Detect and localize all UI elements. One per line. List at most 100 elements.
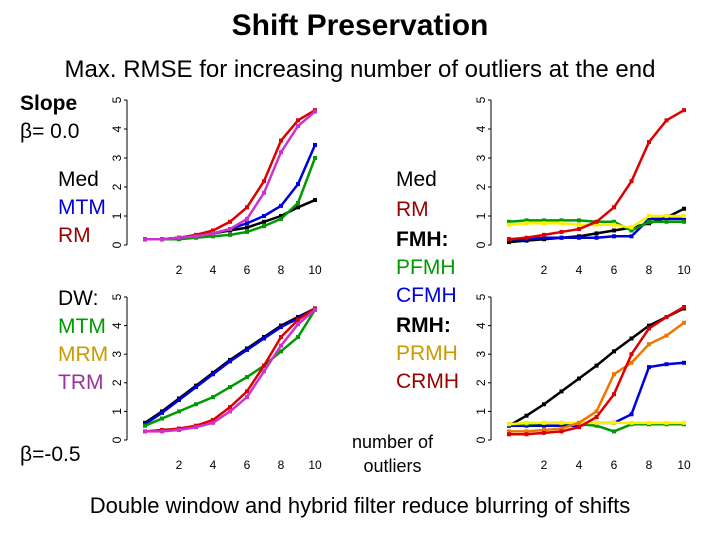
data-point <box>559 423 564 428</box>
data-point <box>245 229 249 234</box>
data-point <box>279 150 283 155</box>
data-point <box>577 376 581 381</box>
data-point <box>664 219 669 224</box>
x-tick-label: 6 <box>244 263 251 277</box>
page-title: Shift Preservation <box>231 9 489 42</box>
x-tick-label: 2 <box>176 263 183 277</box>
data-point <box>211 420 215 425</box>
data-point <box>262 219 266 224</box>
data-point <box>612 372 616 377</box>
data-point <box>143 423 147 428</box>
data-point <box>612 349 616 354</box>
data-point <box>211 417 215 422</box>
data-point <box>542 423 546 428</box>
x-tick-label: 6 <box>611 263 618 277</box>
series-line <box>507 320 686 434</box>
data-point <box>296 317 300 322</box>
data-point <box>664 333 669 338</box>
x-tick-label: 4 <box>576 263 583 277</box>
data-point <box>542 235 546 240</box>
data-point <box>262 336 266 341</box>
data-point <box>245 389 249 394</box>
series-path <box>145 157 317 241</box>
data-point <box>647 216 651 221</box>
x-tick-label: 8 <box>278 263 285 277</box>
data-point <box>647 140 651 145</box>
data-point <box>629 228 634 233</box>
x-tick-label: 4 <box>210 458 217 472</box>
mid-label-pfmh: PFMH <box>396 256 456 279</box>
slope-value-bottom: β=-0.5 <box>20 443 81 466</box>
y-tick-label: 2 <box>474 183 488 190</box>
data-point <box>211 228 215 233</box>
footer-caption: Double window and hybrid filter reduce b… <box>89 493 631 518</box>
series-line <box>507 305 686 437</box>
x-tick-label: 8 <box>278 458 285 472</box>
data-point <box>559 235 564 240</box>
mid-label-crmh: CRMH <box>396 370 459 393</box>
data-point <box>262 369 266 374</box>
data-point <box>682 216 686 221</box>
chart-bottom-right: 0 1 2 3 4 5 2 4 6 8 10 <box>474 293 691 472</box>
mid-label-rm: RM <box>396 198 429 221</box>
data-point <box>612 222 616 227</box>
data-point <box>577 218 581 223</box>
data-point <box>542 232 546 237</box>
data-point <box>245 205 249 210</box>
data-point <box>647 219 651 224</box>
data-point <box>682 214 686 218</box>
x-tick-label: 2 <box>176 458 183 472</box>
data-point <box>524 413 529 418</box>
y-tick-label: 5 <box>474 96 488 103</box>
x-tick-label: 10 <box>308 263 322 277</box>
data-point <box>524 218 529 223</box>
data-point <box>542 420 546 425</box>
y-tick-label: 2 <box>110 379 124 386</box>
y-tick-label: 4 <box>474 125 488 132</box>
data-point <box>612 392 616 397</box>
y-tick-label: 5 <box>474 293 488 300</box>
data-point <box>262 190 266 195</box>
data-point <box>313 156 317 160</box>
data-point <box>559 429 564 434</box>
data-point <box>612 219 616 224</box>
data-point <box>612 234 616 239</box>
data-point <box>682 420 686 425</box>
series-line <box>507 108 686 242</box>
data-point <box>612 420 616 425</box>
x-tick-label: 4 <box>210 263 217 277</box>
data-point <box>594 222 599 227</box>
data-point <box>279 216 283 221</box>
data-point <box>577 420 581 425</box>
data-point <box>507 429 511 434</box>
y-tick-label: 1 <box>474 212 488 219</box>
data-point <box>682 206 686 211</box>
x-tick-label: 10 <box>677 458 691 472</box>
data-point <box>194 385 198 390</box>
data-point <box>296 205 300 210</box>
data-point <box>559 389 564 394</box>
chart-top-right: 0 1 2 3 4 5 2 4 6 8 10 <box>474 96 691 277</box>
series-path <box>145 144 317 241</box>
data-point <box>296 322 300 327</box>
top-label-med: Med <box>58 168 99 191</box>
data-point <box>296 182 300 187</box>
data-point <box>507 219 511 224</box>
series-line <box>507 216 686 242</box>
mid-label-fmh: FMH: <box>396 228 449 251</box>
data-point <box>664 362 669 367</box>
data-point <box>664 216 669 221</box>
data-point <box>629 352 634 357</box>
data-point <box>228 359 232 364</box>
data-point <box>664 118 669 123</box>
data-point <box>143 429 147 434</box>
data-point <box>211 234 215 239</box>
data-point <box>524 432 529 437</box>
data-point <box>629 420 634 425</box>
chart-bottom-left: 0 1 2 3 4 5 2 4 6 8 10 <box>110 293 322 472</box>
data-point <box>559 426 564 431</box>
data-point <box>245 395 249 400</box>
data-point <box>313 142 317 147</box>
bottom-label-trm: TRM <box>58 371 104 394</box>
data-point <box>211 372 215 377</box>
